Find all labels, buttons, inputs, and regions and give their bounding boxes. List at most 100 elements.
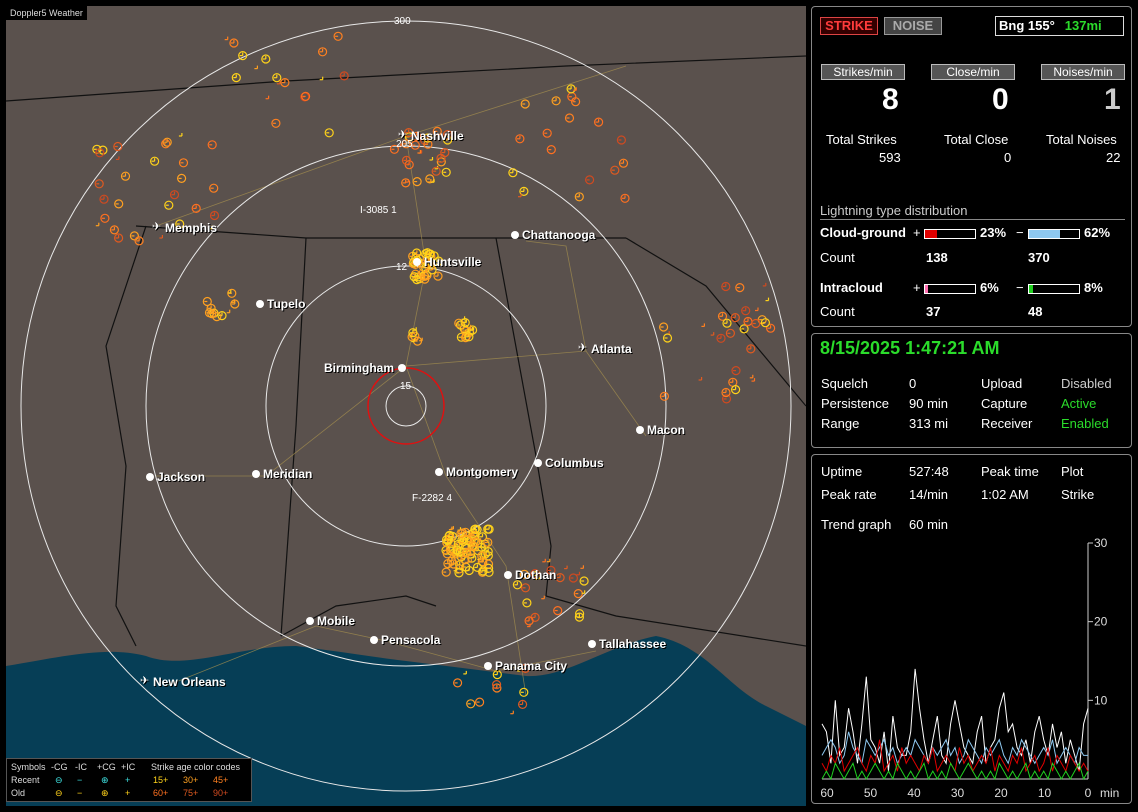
strike-marker: [765, 323, 776, 333]
city-dot-icon: [588, 640, 596, 648]
strike-marker: [206, 303, 216, 313]
strike-toggle-button[interactable]: STRIKE: [820, 17, 878, 35]
strike-marker: [524, 616, 534, 626]
airport-icon: ✈: [398, 129, 408, 141]
trend-x-tick-label: 0: [1085, 786, 1092, 800]
strike-marker: [564, 565, 568, 570]
strike-marker: [464, 332, 474, 342]
strike-marker: [735, 283, 745, 293]
trend-x-tick-label: 30: [951, 786, 965, 800]
city-dot-icon: [534, 459, 542, 467]
strike-marker: [721, 281, 731, 292]
peak-time-label: Peak time: [981, 464, 1039, 479]
strike-marker: [512, 580, 522, 590]
close-per-min-button[interactable]: Close/min: [931, 64, 1015, 80]
legend-age-30: 30+: [183, 775, 199, 785]
strike-marker: [280, 77, 290, 88]
ic-minus-percent: 8%: [1084, 280, 1103, 295]
strike-marker: [751, 378, 756, 382]
strike-marker: [510, 710, 514, 715]
strike-marker: [746, 344, 756, 354]
strike-marker: [618, 158, 629, 168]
strike-marker: [433, 271, 443, 281]
status-value: Disabled: [1061, 376, 1112, 391]
city-dot-icon: [252, 470, 260, 478]
airport-icon: ✈: [578, 342, 588, 354]
strike-marker: [546, 145, 556, 155]
strike-marker: [472, 562, 482, 573]
ic-minus-count: 48: [1028, 304, 1043, 319]
strike-marker: [519, 687, 529, 697]
strike-marker: [568, 573, 579, 583]
strikes-per-min-button[interactable]: Strikes/min: [821, 64, 905, 80]
strike-marker: [209, 183, 219, 193]
strike-marker: [423, 139, 433, 149]
cg-minus-percent: 62%: [1084, 225, 1111, 240]
strike-marker: [581, 590, 586, 594]
ic-minus-bar-fill: [1029, 285, 1033, 293]
radar-map[interactable]: Doppler5 Weather 300 205 15 I-3085 1 F-2…: [6, 6, 806, 806]
total-noises-label: Total Noises: [1046, 132, 1117, 147]
ic-plus-sign: +: [913, 280, 921, 295]
strike-marker: [508, 168, 518, 178]
strike-marker: [755, 307, 759, 312]
cg-plus-percent: 23%: [980, 225, 1007, 240]
strike-marker: [113, 141, 123, 152]
noises-per-min-button[interactable]: Noises/min: [1041, 64, 1125, 80]
legend-age-75: 75+: [183, 788, 199, 798]
strike-marker: [483, 537, 493, 548]
strike-marker: [541, 595, 545, 600]
strike-marker: [548, 576, 553, 581]
strike-marker: [467, 324, 472, 329]
peak-rate-value: 14/min: [909, 487, 949, 502]
strike-marker: [265, 95, 270, 100]
intracloud-label: Intracloud: [820, 280, 883, 295]
city-dot-icon: [435, 468, 443, 476]
trend-graph-span[interactable]: 60 min: [909, 517, 949, 532]
trend-x-unit-label: min: [1100, 786, 1119, 800]
city-label: Panama City: [495, 659, 568, 673]
peak-time-value: 1:02 AM: [981, 487, 1029, 502]
strike-marker: [566, 84, 576, 94]
strike-marker: [725, 328, 736, 338]
strike-marker: [422, 268, 427, 273]
strike-marker: [431, 179, 435, 183]
strike-marker: [434, 256, 444, 266]
plot-mode-value[interactable]: Strike: [1061, 487, 1095, 502]
city-label: Chattanooga: [522, 228, 596, 242]
legend-recent-label: Recent: [11, 775, 40, 785]
status-label: Persistence: [821, 396, 889, 411]
status-label: Upload: [981, 376, 1023, 391]
cg-count-label: Count: [820, 250, 855, 265]
strike-marker: [546, 558, 551, 563]
strike-marker: [616, 135, 627, 145]
strike-marker: [448, 563, 452, 567]
status-value: Active: [1061, 396, 1097, 411]
distribution-divider: [820, 219, 1125, 220]
strike-marker: [209, 225, 213, 230]
cg-minus-bar: [1028, 229, 1080, 239]
ic-minus-sign: −: [1016, 280, 1024, 295]
cg-minus-bar-fill: [1029, 230, 1060, 238]
strike-marker: [114, 199, 124, 209]
strike-marker: [431, 166, 441, 176]
strike-marker: [150, 156, 160, 166]
status-value: 0: [909, 376, 917, 391]
cg-minus-count: 370: [1028, 250, 1050, 265]
strike-marker: [542, 558, 546, 563]
noise-toggle-button[interactable]: NOISE: [884, 17, 942, 35]
strike-marker: [401, 155, 412, 165]
city-label: Tallahassee: [599, 637, 667, 651]
strike-marker: [324, 128, 334, 138]
strike-marker: [411, 338, 415, 343]
city-label: New Orleans: [153, 675, 226, 689]
strike-marker: [178, 133, 183, 137]
strike-marker: [576, 571, 581, 576]
strike-marker: [423, 133, 433, 143]
strike-marker: [731, 366, 741, 376]
strike-marker: [722, 318, 732, 328]
city-dot-icon: [256, 300, 264, 308]
trend-graph-label: Trend graph: [821, 517, 892, 532]
sensor-label: 12: [396, 262, 408, 273]
distance-value: 137mi: [1064, 18, 1102, 33]
